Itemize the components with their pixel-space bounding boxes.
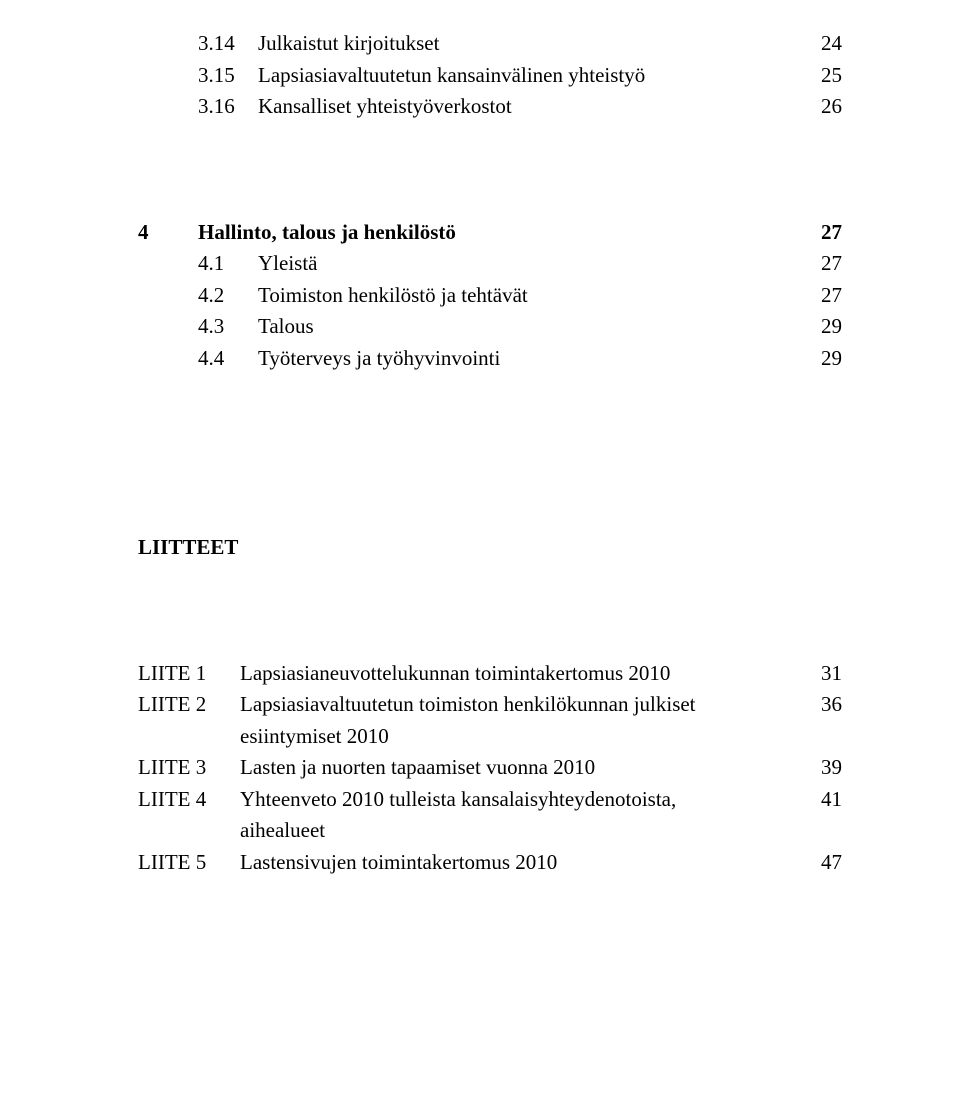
toc-title: Lapsiasiavaltuutetun kansainvälinen yhte…	[258, 60, 802, 92]
toc-title: Julkaistut kirjoitukset	[258, 28, 802, 60]
appendix-entry: LIITE 4 Yhteenveto 2010 tulleista kansal…	[138, 784, 842, 816]
appendix-title: Lasten ja nuorten tapaamiset vuonna 2010	[240, 752, 802, 784]
appendices-list: LIITE 1 Lapsiasianeuvottelukunnan toimin…	[138, 658, 842, 879]
toc-title: Toimiston henkilöstö ja tehtävät	[258, 280, 802, 312]
toc-entry: 4.3 Talous 29	[138, 311, 842, 343]
appendix-entry: LIITE 5 Lastensivujen toimintakertomus 2…	[138, 847, 842, 879]
toc-section-heading: 4 Hallinto, talous ja henkilöstö 27	[138, 217, 842, 249]
toc-entry: 4.2 Toimiston henkilöstö ja tehtävät 27	[138, 280, 842, 312]
appendix-page-number: 36	[802, 689, 842, 721]
toc-page-number: 25	[802, 60, 842, 92]
toc-title: Työterveys ja työhyvinvointi	[258, 343, 802, 375]
appendix-label: LIITE 5	[138, 847, 240, 879]
toc-title: Yleistä	[258, 248, 802, 280]
appendix-title: Lapsiasiavaltuutetun toimiston henkilöku…	[240, 689, 802, 721]
toc-number: 4.4	[198, 343, 258, 375]
appendix-page-number: 47	[802, 847, 842, 879]
appendices-heading: LIITTEET	[138, 532, 842, 564]
toc-number: 4.3	[198, 311, 258, 343]
appendix-page-number: 39	[802, 752, 842, 784]
appendix-entry: LIITE 2 Lapsiasiavaltuutetun toimiston h…	[138, 689, 842, 721]
toc-page-number: 29	[802, 343, 842, 375]
toc-title: Talous	[258, 311, 802, 343]
toc-entry: 3.16 Kansalliset yhteistyöverkostot 26	[138, 91, 842, 123]
toc-number: 4.2	[198, 280, 258, 312]
toc-entry: 3.14 Julkaistut kirjoitukset 24	[138, 28, 842, 60]
appendix-page-number: 41	[802, 784, 842, 816]
toc-page-number: 26	[802, 91, 842, 123]
appendix-title-continuation: aihealueet	[240, 815, 842, 847]
spacer	[138, 564, 842, 658]
appendix-entry: LIITE 3 Lasten ja nuorten tapaamiset vuo…	[138, 752, 842, 784]
toc-page-number: 27	[802, 248, 842, 280]
page: 3.14 Julkaistut kirjoitukset 24 3.15 Lap…	[0, 0, 960, 1094]
toc-entry: 4.1 Yleistä 27	[138, 248, 842, 280]
appendix-label: LIITE 4	[138, 784, 240, 816]
toc-number: 3.15	[198, 60, 258, 92]
appendix-page-number: 31	[802, 658, 842, 690]
appendix-label: LIITE 3	[138, 752, 240, 784]
spacer	[138, 374, 842, 532]
appendix-title: Lapsiasianeuvottelukunnan toimintakertom…	[240, 658, 802, 690]
toc-title: Hallinto, talous ja henkilöstö	[198, 217, 802, 249]
appendix-title: Lastensivujen toimintakertomus 2010	[240, 847, 802, 879]
spacer	[138, 123, 842, 217]
toc-number: 3.14	[198, 28, 258, 60]
toc-page-number: 27	[802, 217, 842, 249]
toc-entry: 3.15 Lapsiasiavaltuutetun kansainvälinen…	[138, 60, 842, 92]
appendix-label: LIITE 1	[138, 658, 240, 690]
appendix-entry: LIITE 1 Lapsiasianeuvottelukunnan toimin…	[138, 658, 842, 690]
toc-number: 4	[138, 217, 198, 249]
toc-title: Kansalliset yhteistyöverkostot	[258, 91, 802, 123]
toc-number: 3.16	[198, 91, 258, 123]
appendix-title: Yhteenveto 2010 tulleista kansalaisyhtey…	[240, 784, 802, 816]
toc-page-number: 29	[802, 311, 842, 343]
toc-page-number: 27	[802, 280, 842, 312]
toc-entry: 4.4 Työterveys ja työhyvinvointi 29	[138, 343, 842, 375]
appendix-title-continuation: esiintymiset 2010	[240, 721, 842, 753]
toc-page-number: 24	[802, 28, 842, 60]
toc-number: 4.1	[198, 248, 258, 280]
appendix-label: LIITE 2	[138, 689, 240, 721]
